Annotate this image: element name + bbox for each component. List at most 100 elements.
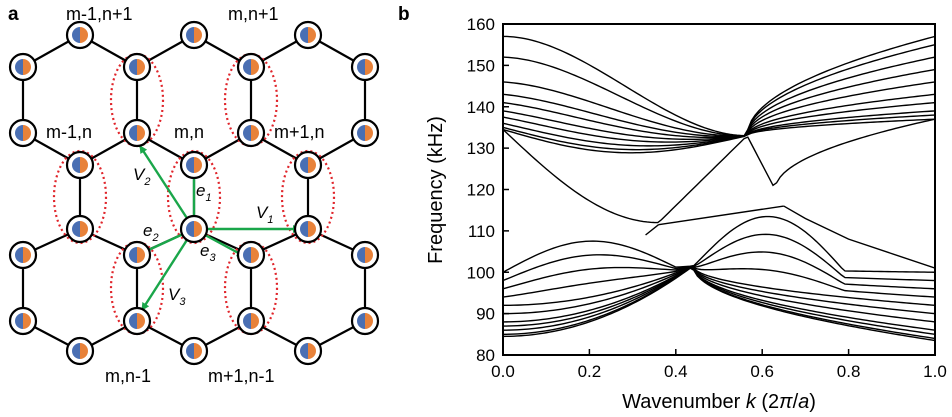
- x-tick-label: 0.0: [491, 362, 515, 381]
- lattice-node: [8, 118, 38, 148]
- lattice-node: [350, 240, 380, 270]
- lattice-node: [350, 118, 380, 148]
- unit-cell-outline: [52, 149, 108, 245]
- upper-band-curve: [503, 68, 935, 138]
- site-label-m-n+1: m,n+1: [228, 4, 279, 24]
- lower-band-curve: [503, 267, 935, 331]
- upper-band-curve: [503, 44, 935, 137]
- x-tick-label: 0.6: [750, 362, 774, 381]
- lattice-node: [65, 214, 95, 244]
- edge-state-curve: [783, 205, 935, 269]
- y-tick-label: 160: [467, 15, 495, 34]
- upper-band-curve: [503, 110, 935, 147]
- plot-frame: [502, 23, 936, 356]
- lattice-node: [122, 240, 152, 270]
- upper-band-curve: [503, 93, 935, 141]
- x-tick-label: 0.8: [837, 362, 861, 381]
- lattice-node: [293, 20, 323, 50]
- site-label-m+1-n-1: m+1,n-1: [208, 366, 275, 386]
- lower-band-curve: [503, 266, 935, 315]
- lattice-nodes: [8, 20, 380, 366]
- y-tick-label: 140: [467, 98, 495, 117]
- edge-state-curve: [658, 205, 784, 226]
- panel-a-label: a: [8, 4, 19, 25]
- site-label-m-n: m,n: [174, 122, 204, 142]
- upper-band-curve: [503, 101, 935, 143]
- lattice-vectors: [138, 145, 301, 311]
- lower-band-curve: [503, 233, 935, 282]
- lattice-node: [179, 150, 209, 180]
- unit-cell-outline: [109, 240, 165, 336]
- lattice-node: [65, 150, 95, 180]
- x-tick-label: 0.2: [578, 362, 602, 381]
- lower-band-curve: [503, 251, 935, 290]
- lower-band-curve: [503, 266, 935, 323]
- lattice-node: [293, 214, 323, 244]
- panel-b-band-structure: b 0.0 0.2 0.4 0.6 0.8 1.0 80 90 100 110 120 130 140 1…: [398, 4, 947, 413]
- site-label-m-n-1: m,n-1: [105, 366, 151, 386]
- y-tick-label: 110: [468, 222, 495, 241]
- lattice-node: [122, 306, 152, 336]
- site-label-m+1-n: m+1,n: [274, 122, 325, 142]
- arrow-v3: [140, 228, 196, 311]
- upper-band-curve: [503, 118, 935, 154]
- vector-label-e3: e3: [200, 241, 216, 264]
- lower-band-curve: [503, 266, 935, 298]
- y-tick-label: 120: [467, 181, 495, 200]
- site-label-m-1-n: m-1,n: [46, 122, 92, 142]
- unit-cell-outline: [280, 149, 336, 245]
- lattice-node: [236, 240, 266, 270]
- lower-band-curve: [503, 267, 935, 342]
- lattice-node: [293, 150, 323, 180]
- lattice-node: [236, 306, 266, 336]
- lattice-node: [236, 52, 266, 82]
- x-tick-label: 0.4: [664, 362, 688, 381]
- upper-band-curve: [503, 56, 935, 137]
- lattice-node: [236, 118, 266, 148]
- upper-band-curve: [503, 81, 935, 139]
- vector-label-v3: V3: [168, 285, 186, 308]
- panel-a-lattice: a m-1,n+1 m,n+1 m-1,n m,n m+1,n m,n-1 m+…: [8, 4, 380, 386]
- vector-label-e1: e1: [196, 181, 212, 204]
- band-curves: [503, 35, 935, 342]
- lattice-node: [122, 118, 152, 148]
- lower-band-curve: [503, 266, 935, 307]
- lattice-node: [122, 52, 152, 82]
- upper-band-curve: [503, 118, 935, 224]
- lattice-node: [350, 306, 380, 336]
- lattice-node: [179, 214, 209, 244]
- x-tick-label: 1.0: [923, 362, 947, 381]
- arrow-v2: [138, 145, 196, 230]
- lattice-node: [65, 20, 95, 50]
- x-axis-title: Wavenumber k (2π/a): [622, 391, 816, 413]
- y-tick-label: 80: [476, 346, 495, 365]
- site-label-m-1-n+1: m-1,n+1: [66, 4, 133, 24]
- unit-cell-outline: [223, 240, 279, 336]
- upper-band-curve: [503, 114, 935, 151]
- y-tick-label: 100: [467, 263, 495, 282]
- unit-cell-outline: [223, 52, 279, 148]
- unit-cell-outlines: [52, 52, 336, 336]
- lower-band-curve: [503, 267, 935, 336]
- unit-cell-outline: [109, 52, 165, 148]
- lattice-node: [350, 52, 380, 82]
- lower-band-curve: [503, 215, 935, 273]
- edge-state-curve: [645, 224, 659, 236]
- y-axis-title: Frequency (kHz): [425, 116, 447, 264]
- lattice-node: [293, 336, 323, 366]
- lattice-node: [8, 306, 38, 336]
- y-tick-label: 130: [467, 139, 495, 158]
- lattice-node: [65, 336, 95, 366]
- lattice-node: [179, 20, 209, 50]
- panel-b-label: b: [398, 4, 410, 25]
- vector-label-v1: V1: [256, 203, 273, 226]
- axis-ticks: 0.0 0.2 0.4 0.6 0.8 1.0 80 90 100 110 120 130 140 150…: [467, 15, 947, 381]
- lattice-node: [8, 52, 38, 82]
- y-tick-label: 150: [467, 56, 495, 75]
- lattice-node: [179, 336, 209, 366]
- vector-label-e2: e2: [143, 221, 159, 244]
- vector-label-v2: V2: [133, 165, 150, 188]
- upper-band-curve: [503, 35, 935, 137]
- lattice-node: [8, 240, 38, 270]
